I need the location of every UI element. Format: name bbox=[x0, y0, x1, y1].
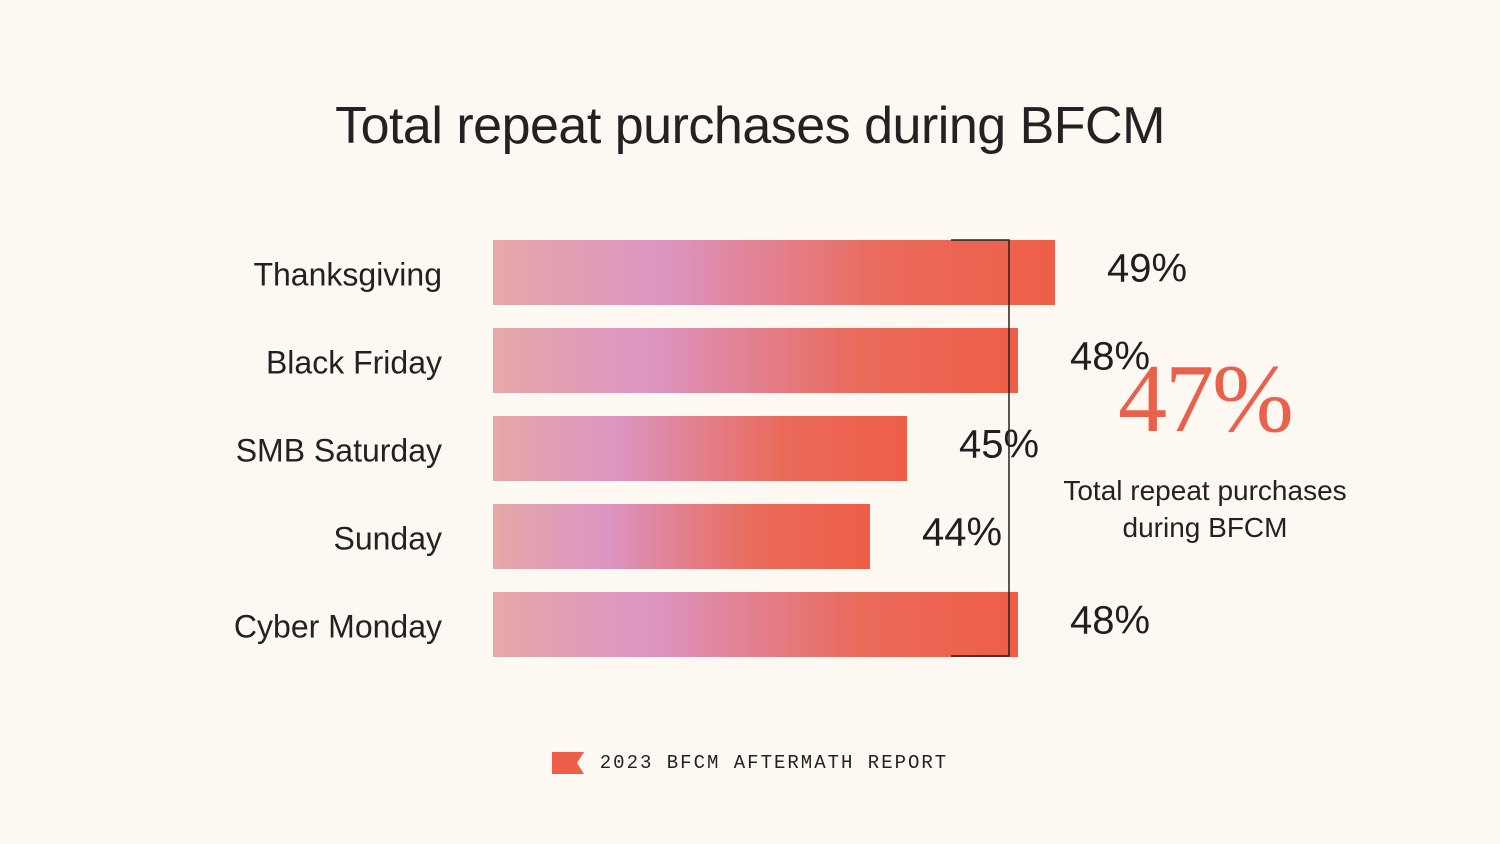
bar-cyber-monday bbox=[493, 592, 1018, 657]
summary-caption-line1: Total repeat purchases bbox=[1063, 475, 1347, 506]
summary-value: 47% bbox=[1118, 345, 1294, 453]
flag-icon bbox=[551, 752, 584, 774]
bars-layer: Thanksgiving 49% Black Friday 48% SMB Saturd… bbox=[234, 240, 1187, 657]
footer-text: 2023 BFCM AFTERMATH REPORT bbox=[599, 752, 949, 774]
summary-caption: Total repeat purchases during BFCM bbox=[1030, 472, 1380, 546]
category-label: Cyber Monday bbox=[234, 609, 442, 645]
summary-bracket bbox=[951, 239, 1010, 657]
value-label: 49% bbox=[1107, 247, 1187, 291]
summary-panel: 47% Total repeat purchases during BFCM bbox=[1030, 350, 1380, 546]
bar-sunday bbox=[493, 504, 870, 569]
category-label: Black Friday bbox=[266, 345, 442, 381]
bar-thanksgiving bbox=[493, 240, 1055, 305]
chart-title: Total repeat purchases during BFCM bbox=[335, 97, 1165, 155]
value-label: 48% bbox=[1070, 335, 1150, 379]
summary-caption-line2: during BFCM bbox=[1122, 512, 1288, 543]
bar-black-friday bbox=[493, 328, 1018, 393]
value-label: 45% bbox=[959, 423, 1039, 467]
footer: 2023 BFCM AFTERMATH REPORT bbox=[0, 752, 1500, 774]
value-label: 48% bbox=[1070, 599, 1150, 643]
category-label: Sunday bbox=[333, 521, 442, 557]
category-label: Thanksgiving bbox=[253, 257, 442, 293]
category-label: SMB Saturday bbox=[236, 433, 442, 469]
bar-smb-saturday bbox=[493, 416, 907, 481]
value-label: 44% bbox=[922, 511, 1002, 555]
